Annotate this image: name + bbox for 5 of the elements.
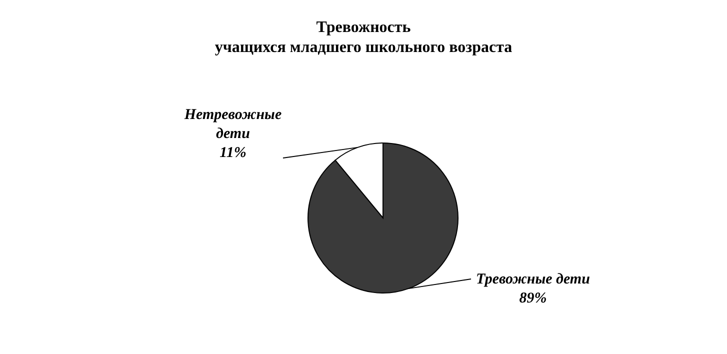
chart-title: Тревожность учащихся младшего школьного возраста xyxy=(214,18,514,58)
slice-label: Нетревожные дети xyxy=(183,107,282,142)
data-label: 89% xyxy=(519,290,547,306)
slice-label: Тревожные дети xyxy=(476,272,590,288)
data-label: 11% xyxy=(220,145,246,161)
